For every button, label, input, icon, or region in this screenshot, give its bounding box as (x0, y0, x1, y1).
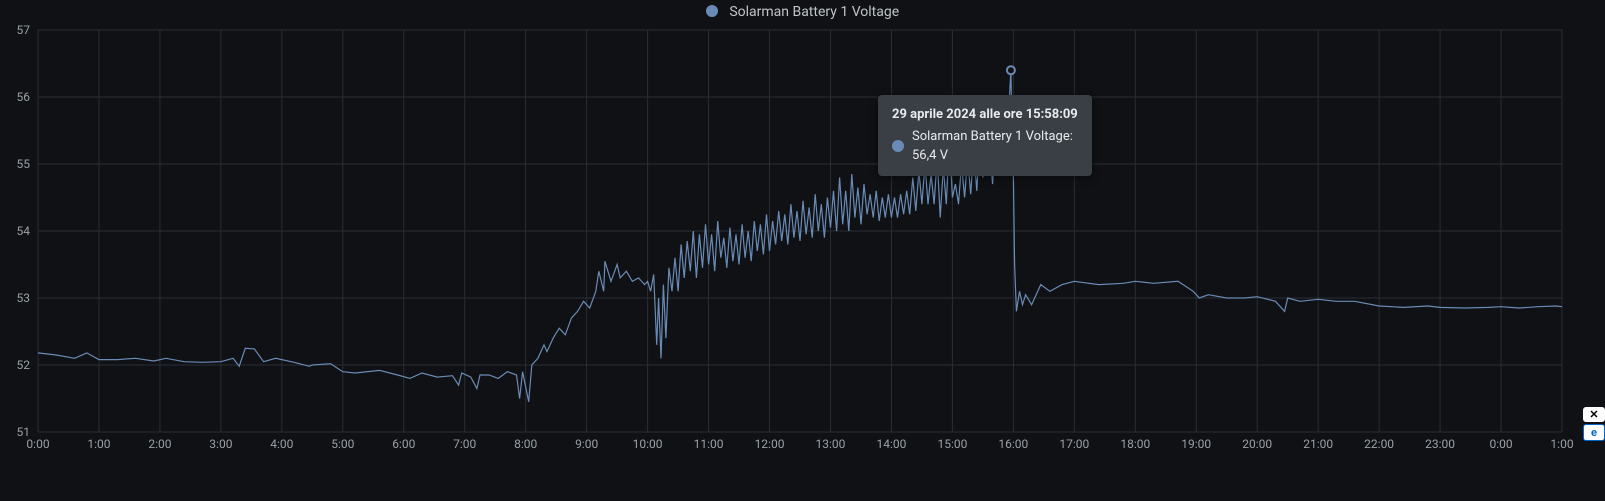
x-axis-label: 13:00 (816, 437, 846, 451)
x-axis-label: 1:00 (1550, 437, 1573, 451)
voltage-series (38, 70, 1562, 402)
x-axis-label: 1:00 (87, 437, 110, 451)
x-axis-label: 3:00 (209, 437, 232, 451)
x-axis-label: 16:00 (998, 437, 1028, 451)
x-axis-label: 14:00 (876, 437, 906, 451)
close-icon[interactable]: ✕ (1583, 407, 1605, 422)
x-axis-label: 7:00 (453, 437, 476, 451)
edge-icon[interactable]: e (1583, 424, 1605, 441)
y-axis-label: 55 (17, 157, 31, 171)
x-axis-label: 18:00 (1120, 437, 1150, 451)
x-axis-label: 19:00 (1181, 437, 1211, 451)
x-axis-label: 4:00 (270, 437, 293, 451)
x-axis-label: 20:00 (1242, 437, 1272, 451)
x-axis-label: 23:00 (1425, 437, 1455, 451)
hover-marker (1007, 66, 1015, 74)
x-axis-label: 17:00 (1059, 437, 1089, 451)
x-axis-label: 5:00 (331, 437, 354, 451)
chart-plot[interactable]: 515253545556570:001:002:003:004:005:006:… (0, 0, 1605, 501)
chart-container: Solarman Battery 1 Voltage 5152535455565… (0, 0, 1605, 501)
y-axis-label: 52 (17, 358, 31, 372)
x-axis-label: 0:00 (26, 437, 49, 451)
x-axis-label: 22:00 (1364, 437, 1394, 451)
x-axis-label: 8:00 (514, 437, 537, 451)
x-axis-label: 9:00 (575, 437, 598, 451)
x-axis-label: 15:00 (937, 437, 967, 451)
x-axis-label: 12:00 (755, 437, 785, 451)
y-axis-label: 54 (17, 224, 31, 238)
x-axis-label: 11:00 (694, 437, 724, 451)
x-axis-label: 10:00 (633, 437, 663, 451)
x-axis-label: 21:00 (1303, 437, 1333, 451)
x-axis-label: 6:00 (392, 437, 415, 451)
x-axis-label: 0:00 (1489, 437, 1512, 451)
y-axis-label: 56 (17, 90, 31, 104)
y-axis-label: 53 (17, 291, 31, 305)
corner-badge[interactable]: ✕ e (1583, 407, 1605, 441)
x-axis-label: 2:00 (148, 437, 171, 451)
y-axis-label: 57 (17, 23, 31, 37)
